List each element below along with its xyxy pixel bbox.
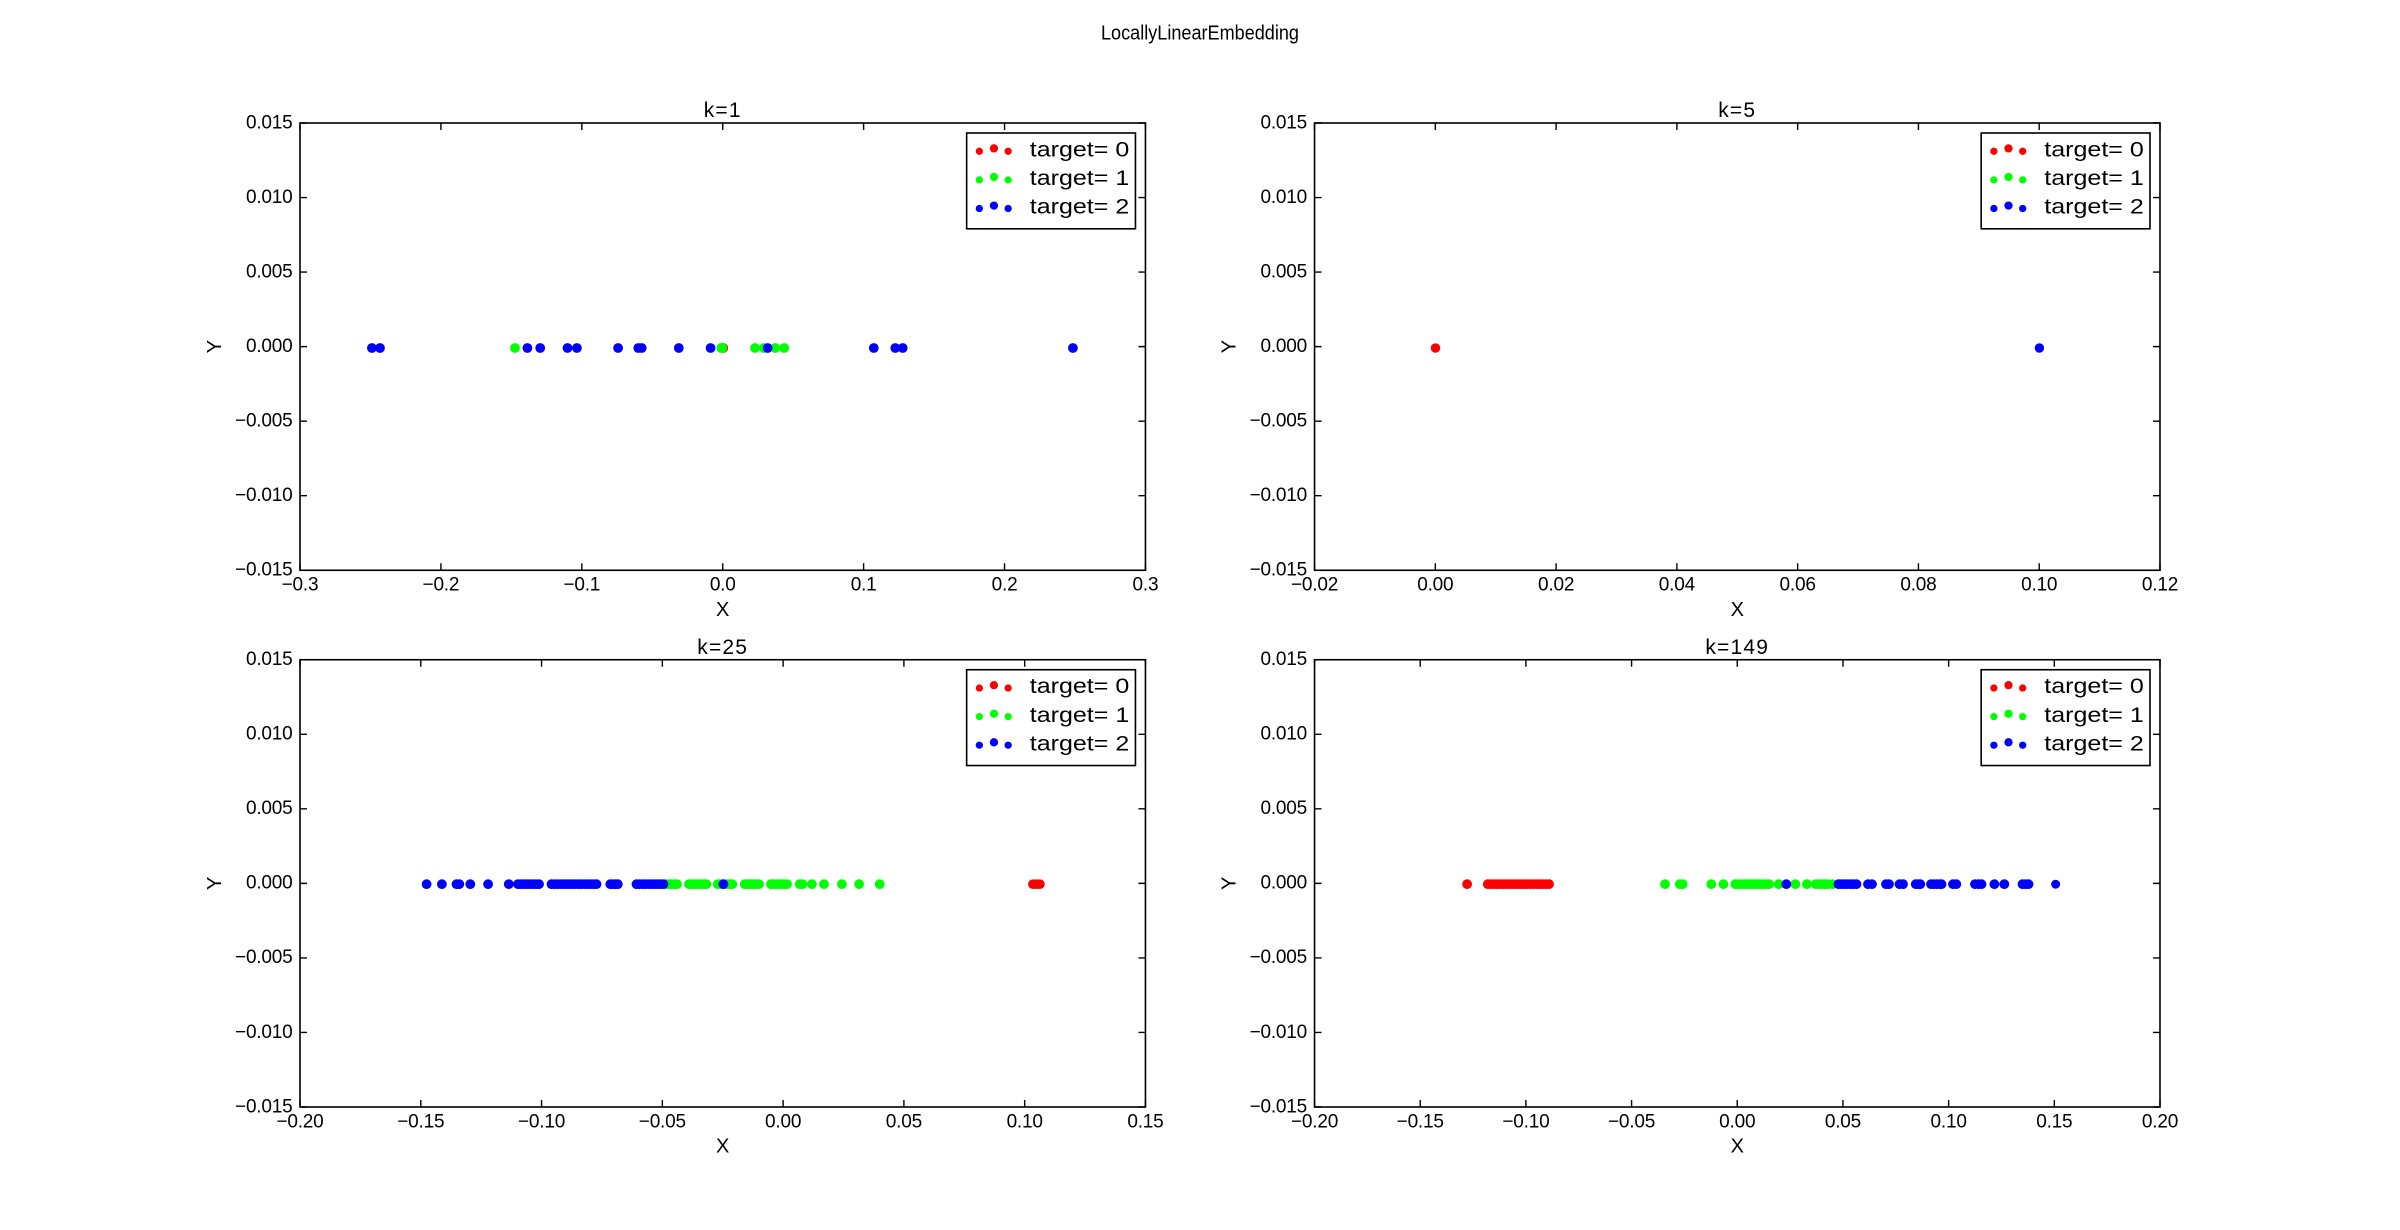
svg-text:0.010: 0.010 (246, 724, 293, 745)
svg-text:Y: Y (1219, 877, 1241, 890)
svg-text:Y: Y (204, 340, 226, 353)
svg-text:target= 1: target= 1 (2044, 167, 2144, 190)
svg-text:−0.02: −0.02 (1291, 575, 1338, 596)
svg-text:target= 1: target= 1 (2044, 704, 2144, 727)
svg-text:target= 2: target= 2 (1030, 196, 1130, 219)
svg-text:−0.015: −0.015 (235, 1096, 292, 1117)
svg-text:target= 0: target= 0 (2044, 139, 2144, 162)
svg-text:−0.005: −0.005 (1250, 947, 1307, 968)
svg-text:target= 1: target= 1 (1030, 704, 1130, 727)
svg-text:−0.20: −0.20 (1291, 1111, 1338, 1132)
svg-text:−0.010: −0.010 (235, 485, 292, 506)
svg-text:LocallyLinearEmbedding: LocallyLinearEmbedding (1101, 23, 1299, 45)
svg-text:0.05: 0.05 (886, 1111, 922, 1132)
svg-text:−0.010: −0.010 (1250, 485, 1307, 506)
svg-text:0.005: 0.005 (246, 261, 293, 282)
svg-text:0.015: 0.015 (246, 649, 293, 670)
svg-text:−0.15: −0.15 (1397, 1111, 1444, 1132)
svg-text:0.00: 0.00 (1719, 1111, 1755, 1132)
svg-text:0.00: 0.00 (1417, 575, 1453, 596)
svg-text:target= 2: target= 2 (2044, 732, 2144, 755)
svg-text:X: X (716, 1136, 729, 1158)
svg-text:X: X (1731, 599, 1744, 621)
svg-text:0.015: 0.015 (246, 112, 293, 133)
svg-text:−0.05: −0.05 (639, 1111, 686, 1132)
svg-text:0.015: 0.015 (1260, 112, 1307, 133)
svg-text:0.06: 0.06 (1780, 575, 1816, 596)
svg-text:target= 0: target= 0 (1030, 139, 1130, 162)
svg-text:k=5: k=5 (1718, 99, 1756, 122)
svg-text:0.0: 0.0 (710, 575, 736, 596)
svg-text:−0.2: −0.2 (423, 575, 460, 596)
svg-text:0.12: 0.12 (2142, 575, 2178, 596)
svg-text:0.005: 0.005 (1260, 261, 1307, 282)
svg-text:0.005: 0.005 (246, 798, 293, 819)
svg-text:0.015: 0.015 (1260, 649, 1307, 670)
svg-text:−0.10: −0.10 (1502, 1111, 1549, 1132)
svg-text:X: X (716, 599, 729, 621)
svg-text:−0.010: −0.010 (1250, 1022, 1307, 1043)
svg-text:0.000: 0.000 (1260, 873, 1307, 894)
svg-text:k=25: k=25 (697, 636, 748, 659)
svg-text:0.10: 0.10 (2021, 575, 2057, 596)
svg-text:Y: Y (204, 877, 226, 890)
svg-text:k=149: k=149 (1705, 636, 1769, 659)
svg-text:−0.015: −0.015 (1250, 1096, 1307, 1117)
svg-text:Y: Y (1219, 340, 1241, 353)
svg-text:0.15: 0.15 (2036, 1111, 2072, 1132)
svg-text:target= 0: target= 0 (1030, 675, 1130, 698)
svg-text:0.010: 0.010 (1260, 187, 1307, 208)
svg-text:−0.05: −0.05 (1608, 1111, 1655, 1132)
svg-text:−0.1: −0.1 (563, 575, 600, 596)
svg-text:0.00: 0.00 (765, 1111, 801, 1132)
svg-text:0.010: 0.010 (246, 187, 293, 208)
svg-text:target= 2: target= 2 (1030, 732, 1130, 755)
svg-text:−0.3: −0.3 (282, 575, 319, 596)
svg-text:0.05: 0.05 (1825, 1111, 1861, 1132)
svg-text:−0.005: −0.005 (235, 410, 292, 431)
svg-text:−0.005: −0.005 (235, 947, 292, 968)
svg-text:k=1: k=1 (704, 99, 742, 122)
svg-text:X: X (1731, 1136, 1744, 1158)
svg-text:target= 2: target= 2 (2044, 196, 2144, 219)
svg-text:0.005: 0.005 (1260, 798, 1307, 819)
svg-text:−0.20: −0.20 (276, 1111, 323, 1132)
svg-text:0.1: 0.1 (851, 575, 877, 596)
svg-text:0.08: 0.08 (1900, 575, 1936, 596)
svg-text:0.10: 0.10 (1007, 1111, 1043, 1132)
svg-text:0.010: 0.010 (1260, 724, 1307, 745)
svg-text:target= 1: target= 1 (1030, 167, 1130, 190)
svg-text:−0.010: −0.010 (235, 1022, 292, 1043)
svg-text:0.000: 0.000 (1260, 336, 1307, 357)
svg-text:0.10: 0.10 (1931, 1111, 1967, 1132)
svg-text:0.3: 0.3 (1133, 575, 1159, 596)
svg-text:0.000: 0.000 (246, 336, 293, 357)
svg-text:0.2: 0.2 (992, 575, 1018, 596)
svg-text:0.15: 0.15 (1127, 1111, 1163, 1132)
svg-text:0.02: 0.02 (1538, 575, 1574, 596)
svg-text:0.20: 0.20 (2142, 1111, 2178, 1132)
svg-text:−0.15: −0.15 (397, 1111, 444, 1132)
svg-text:target= 0: target= 0 (2044, 675, 2144, 698)
svg-text:−0.015: −0.015 (1250, 560, 1307, 581)
svg-text:−0.015: −0.015 (235, 560, 292, 581)
svg-text:0.04: 0.04 (1659, 575, 1696, 596)
svg-text:0.000: 0.000 (246, 873, 293, 894)
svg-text:−0.10: −0.10 (518, 1111, 565, 1132)
svg-text:−0.005: −0.005 (1250, 410, 1307, 431)
